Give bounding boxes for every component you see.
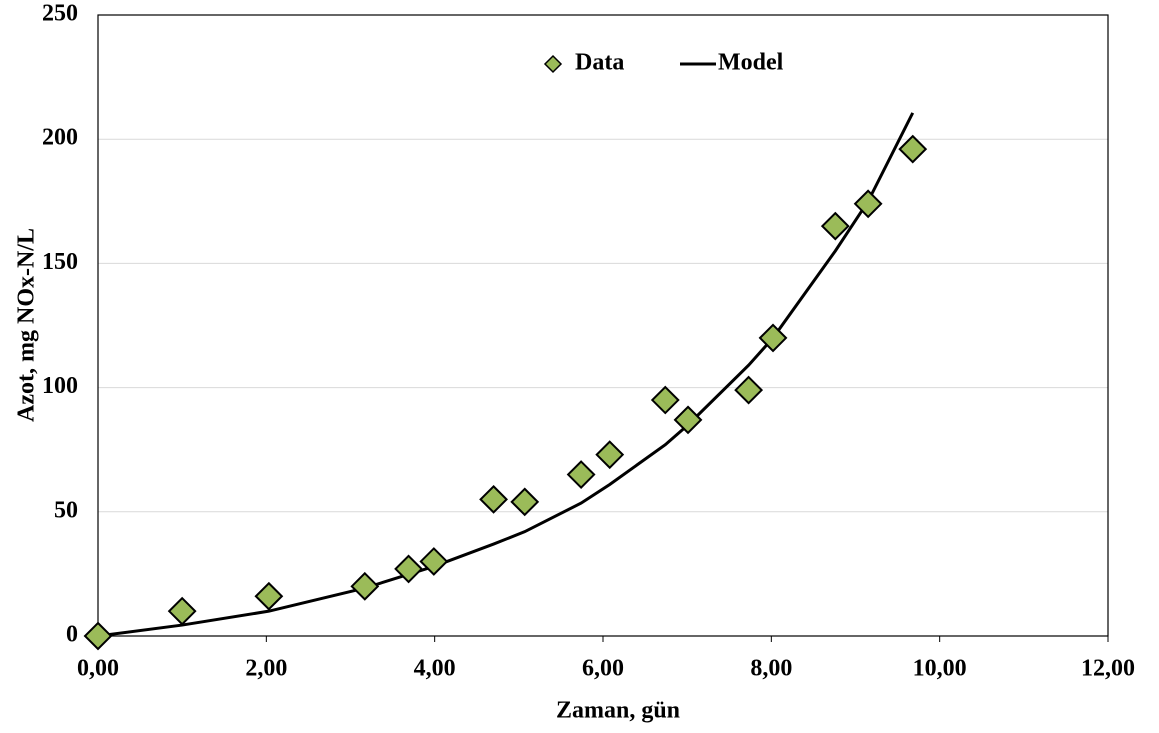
x-tick-label: 0,00 bbox=[77, 656, 119, 682]
legend-label: Data bbox=[575, 50, 624, 76]
legend-label: Model bbox=[718, 50, 784, 76]
data-point bbox=[734, 375, 764, 405]
legend-marker bbox=[543, 54, 563, 74]
data-point bbox=[595, 440, 625, 470]
y-tick-label: 0 bbox=[66, 622, 78, 648]
data-point bbox=[254, 581, 284, 611]
data-point bbox=[479, 484, 508, 514]
data-point bbox=[419, 547, 449, 576]
data-point bbox=[566, 460, 596, 489]
y-tick-label: 200 bbox=[42, 125, 78, 151]
data-point bbox=[394, 554, 423, 584]
x-tick-label: 4,00 bbox=[414, 656, 456, 682]
x-tick-label: 10,00 bbox=[913, 656, 967, 682]
data-point bbox=[898, 134, 928, 164]
data-point bbox=[510, 487, 540, 517]
x-tick-label: 8,00 bbox=[750, 656, 792, 682]
data-point bbox=[650, 385, 680, 415]
x-tick-label: 12,00 bbox=[1081, 656, 1135, 682]
data-point bbox=[853, 189, 883, 219]
y-tick-label: 150 bbox=[42, 249, 78, 275]
data-point bbox=[83, 621, 113, 651]
data-point bbox=[167, 596, 197, 626]
x-axis-title: Zaman, gün bbox=[556, 698, 680, 724]
y-tick-label: 250 bbox=[42, 1, 78, 27]
y-tick-label: 100 bbox=[42, 373, 78, 399]
data-point bbox=[758, 323, 788, 353]
plot-frame bbox=[97, 14, 1109, 637]
y-tick-label: 50 bbox=[54, 497, 78, 523]
data-point bbox=[820, 211, 850, 241]
x-tick-label: 2,00 bbox=[245, 656, 287, 682]
data-point bbox=[673, 405, 703, 435]
y-axis-title: Azot, mg NOx-N/L bbox=[14, 228, 40, 422]
model-line bbox=[97, 112, 915, 638]
x-tick-label: 6,00 bbox=[582, 656, 624, 682]
data-point bbox=[350, 571, 380, 601]
